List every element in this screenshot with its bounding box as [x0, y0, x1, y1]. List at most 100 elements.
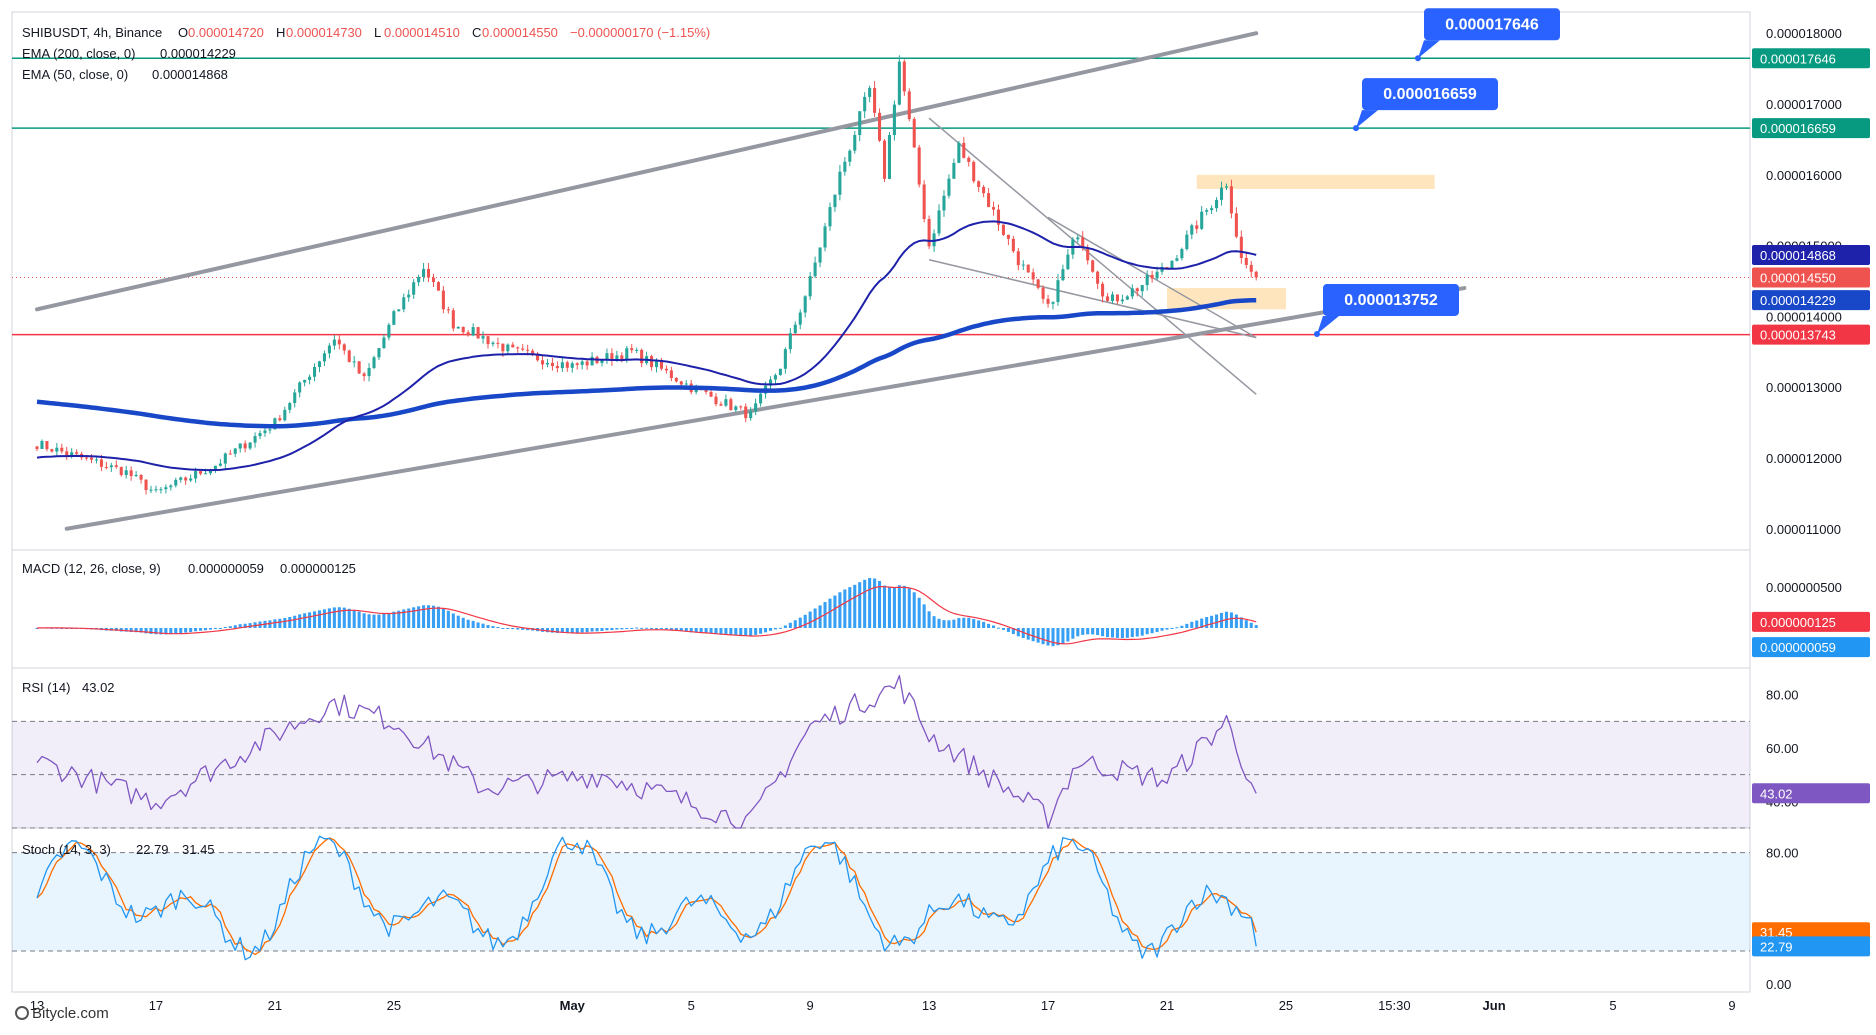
y-axis-tick-label: 0.000014000: [1766, 309, 1842, 324]
x-axis-tick-label: May: [560, 998, 586, 1013]
axis-price-label-resistance: 0.000017646: [1760, 51, 1836, 66]
macd-histogram-bar: [506, 628, 510, 629]
macd-histogram-bar: [486, 625, 490, 628]
y-axis-tick-label: 0.000013000: [1766, 380, 1842, 395]
candle-body: [94, 459, 99, 461]
macd-histogram-bar: [882, 585, 887, 628]
macd-histogram-bar: [650, 628, 654, 629]
macd-histogram-bar: [659, 628, 664, 629]
candle-body: [853, 134, 857, 151]
ohlc-label: L: [374, 25, 381, 40]
macd-histogram-bar: [1160, 628, 1164, 631]
candle-body: [1224, 186, 1229, 188]
macd-histogram-bar: [199, 628, 203, 631]
candle-body: [372, 357, 376, 368]
candle-body: [843, 161, 847, 172]
ohlc-label: C: [472, 25, 481, 40]
ohlc-change: −0.000000170 (−1.15%): [570, 25, 710, 40]
macd-histogram-bar: [848, 587, 852, 628]
candle-body: [1001, 224, 1005, 235]
macd-histogram-bar: [1239, 617, 1243, 628]
macd-histogram-bar: [759, 628, 763, 634]
macd-histogram-bar: [605, 628, 609, 631]
candle-body: [917, 147, 921, 185]
macd-histogram-bar: [645, 627, 649, 629]
candle-body: [55, 447, 59, 452]
macd-histogram-bar: [793, 620, 797, 628]
x-axis-tick-label: 13: [922, 998, 936, 1013]
candle-body: [977, 181, 981, 187]
candle-body: [412, 282, 416, 295]
candle-body: [803, 296, 807, 313]
candle-body: [555, 366, 559, 369]
candle-body: [902, 61, 906, 92]
macd-histogram-bar: [788, 622, 792, 628]
candle-body: [773, 375, 778, 380]
macd-histogram-bar: [764, 628, 768, 633]
macd-histogram-bar: [555, 628, 559, 633]
macd-histogram-bar: [907, 588, 911, 628]
macd-histogram-bar: [724, 628, 728, 635]
candle-body: [258, 433, 262, 437]
candle-body: [1006, 234, 1010, 239]
macd-histogram-bar: [357, 611, 361, 628]
macd-histogram-bar: [719, 628, 723, 635]
candle-body: [273, 418, 277, 430]
candle-body: [882, 140, 887, 179]
macd-axis-tick-label: 0.000000500: [1766, 580, 1842, 595]
macd-histogram-bar: [674, 628, 678, 631]
macd-histogram-bar: [1016, 628, 1020, 637]
candle-body: [129, 470, 133, 476]
macd-histogram-bar: [560, 628, 564, 633]
macd-histogram-bar: [184, 628, 188, 633]
macd-histogram-bar: [451, 613, 455, 628]
candle-body: [1041, 287, 1045, 299]
candle-body: [431, 277, 436, 283]
candle-body: [813, 262, 817, 277]
candle-body: [253, 436, 257, 443]
macd-histogram-bar: [873, 578, 877, 628]
macd-histogram-bar: [937, 618, 941, 628]
candle-body: [243, 443, 247, 449]
candle-body: [967, 157, 971, 162]
macd-histogram-bar: [922, 604, 926, 628]
candle-body: [654, 361, 659, 368]
macd-histogram-bar: [496, 626, 500, 628]
macd-histogram-bar: [833, 595, 837, 628]
candle-body: [174, 479, 178, 486]
macd-histogram-bar: [912, 592, 916, 628]
macd-histogram-bar: [927, 611, 931, 628]
axis-price-label-resistance-bg: [1752, 48, 1870, 69]
candle-body: [1190, 225, 1194, 235]
candle-body: [382, 337, 386, 349]
candle-body: [228, 453, 232, 455]
candle-body: [194, 471, 198, 479]
macd-histogram-bar: [952, 619, 956, 628]
macd-histogram-bar: [1096, 628, 1100, 636]
candle-body: [213, 465, 217, 470]
macd-histogram-bar: [144, 628, 148, 634]
callout-anchor: [1353, 125, 1359, 132]
candle-body: [1031, 272, 1035, 280]
macd-histogram-bar: [273, 619, 277, 628]
candle-body: [238, 443, 242, 449]
callout-box: [1424, 8, 1560, 41]
macd-histogram-bar: [600, 628, 604, 631]
candle-body: [684, 383, 688, 385]
candle-body: [1125, 296, 1129, 300]
macd-histogram-bar: [1056, 628, 1060, 646]
macd-histogram-bar: [570, 628, 574, 633]
legend-ema200: EMA (200, close, 0): [22, 46, 135, 61]
callout-pointer: [1356, 110, 1378, 129]
macd-histogram-bar: [1130, 628, 1134, 638]
candle-body: [798, 312, 802, 325]
macd-histogram-bar: [456, 615, 460, 628]
axis-price-label-close-bg: [1752, 267, 1870, 288]
axis-price-label-close: 0.000014550: [1760, 270, 1836, 285]
candle-body: [991, 207, 996, 210]
candle-body: [491, 342, 495, 345]
candle-body: [664, 368, 668, 371]
macd-histogram-bar: [1110, 628, 1115, 638]
candle-body: [759, 393, 763, 404]
macd-histogram-bar: [1140, 628, 1144, 636]
